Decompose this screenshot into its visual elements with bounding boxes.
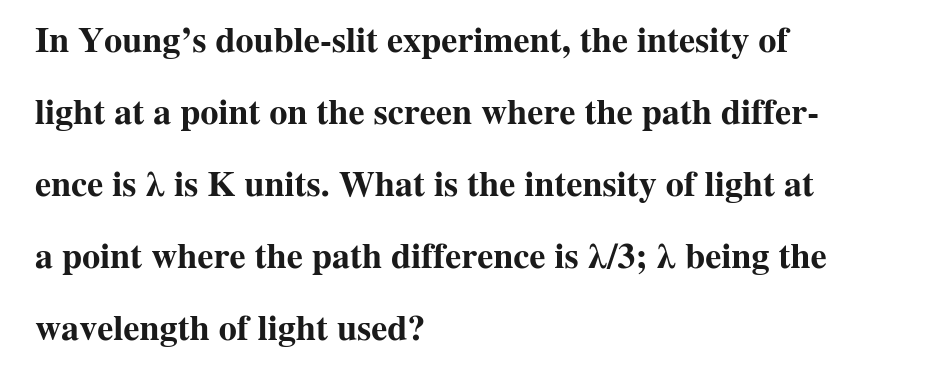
Text: light at a point on the screen where the path differ-: light at a point on the screen where the… xyxy=(35,99,819,131)
Text: In Young’s double-slit experiment, the intesity of: In Young’s double-slit experiment, the i… xyxy=(35,27,788,59)
Text: a point where the path difference is λ/3; λ being the: a point where the path difference is λ/3… xyxy=(35,243,828,275)
Text: ence is λ is Κ units. What is the intensity of light at: ence is λ is Κ units. What is the intens… xyxy=(35,171,815,203)
Text: wavelength of light used?: wavelength of light used? xyxy=(35,315,426,347)
